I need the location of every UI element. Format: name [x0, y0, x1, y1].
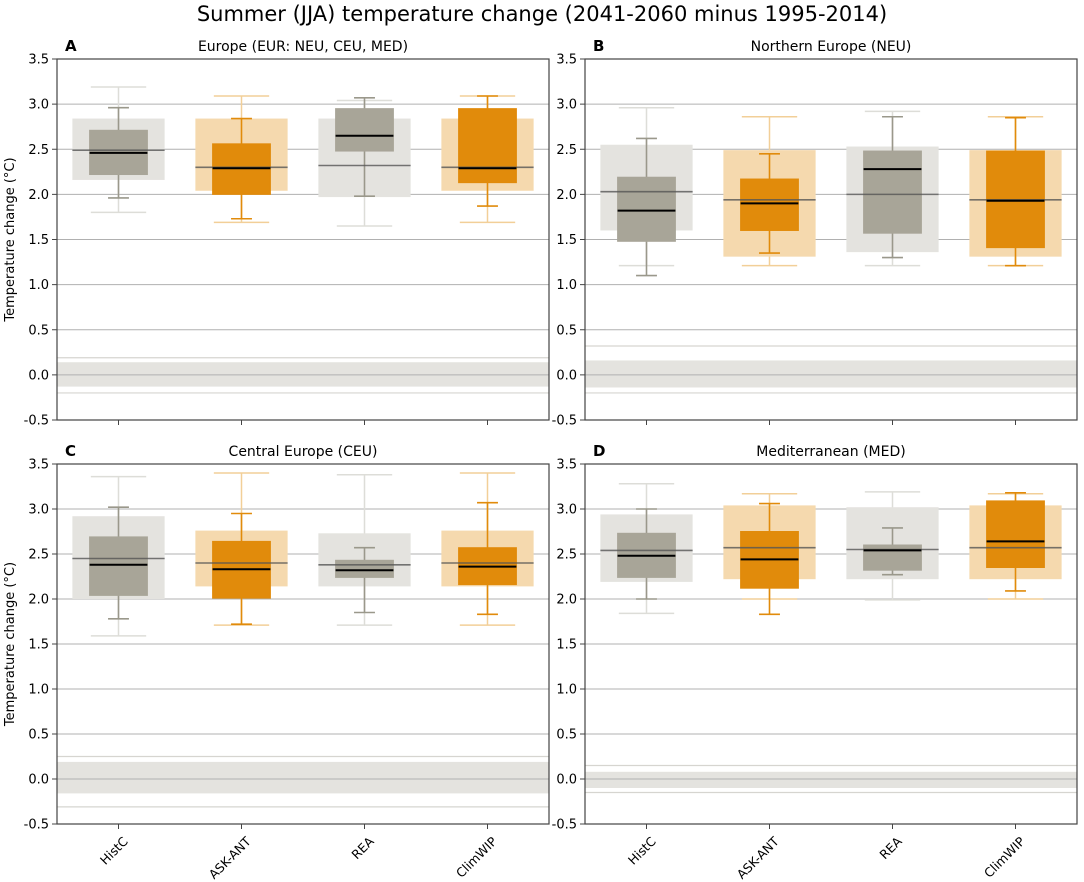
box-rea — [318, 97, 411, 197]
box-rea — [846, 527, 939, 576]
x-tick-label: HistC — [625, 834, 659, 868]
panel-letter: C — [65, 442, 76, 460]
y-tick-label: 2.5 — [556, 548, 577, 563]
zero-band — [585, 771, 1077, 788]
y-axis-label: Temperature change (°C) — [3, 562, 18, 727]
y-tick-label: 2.0 — [28, 188, 49, 203]
y-tick-label: 1.0 — [28, 278, 49, 293]
panel-title: Central Europe (CEU) — [229, 444, 378, 460]
y-tick-label: 2.5 — [28, 548, 49, 563]
box-rea — [846, 115, 939, 259]
y-tick-label: 1.5 — [556, 638, 577, 653]
panel-letter: D — [593, 442, 605, 460]
iqr-box — [458, 108, 517, 184]
y-tick-label: 3.5 — [28, 458, 49, 473]
y-tick-label: 0.0 — [556, 368, 577, 383]
y-tick-label: 3.5 — [556, 458, 577, 473]
y-tick-label: 0.5 — [556, 728, 577, 743]
zero-band — [57, 761, 549, 794]
y-tick-label: 2.0 — [556, 188, 577, 203]
iqr-box — [335, 108, 394, 152]
panel-title: Europe (EUR: NEU, CEU, MED) — [198, 39, 408, 55]
box-histc — [72, 506, 165, 620]
zero-band — [585, 360, 1077, 388]
x-tick-label: ClimWIP — [981, 833, 1028, 880]
x-tick-label: ASK-ANT — [206, 833, 254, 881]
y-tick-label: 3.0 — [556, 98, 577, 113]
y-tick-label: 1.0 — [556, 683, 577, 698]
box-climwip — [441, 95, 534, 207]
y-tick-label: 3.5 — [556, 53, 577, 68]
figure-title: Summer (JJA) temperature change (2041-20… — [196, 2, 888, 26]
y-axis-label: Temperature change (°C) — [3, 157, 18, 322]
panel-letter: B — [593, 37, 604, 55]
y-tick-label: 3.0 — [556, 503, 577, 518]
y-tick-label: 1.5 — [28, 638, 49, 653]
iqr-box — [986, 500, 1045, 568]
panel-b: -0.5 0.0 0.5 1.0 1.5 2.0 2.5 3.0 3.5 Northern Eur… — [552, 37, 1078, 429]
box-histc — [72, 106, 165, 199]
box-climwip — [969, 116, 1062, 267]
panel-letter: A — [65, 37, 77, 55]
iqr-box — [89, 536, 148, 596]
x-tick-label: HistC — [97, 834, 131, 868]
y-tick-label: -0.5 — [552, 414, 577, 429]
panel-a: -0.5 0.0 0.5 1.0 1.5 2.0 2.5 3.0 3.5 Europe (EUR:… — [3, 37, 550, 429]
iqr-box — [617, 176, 676, 242]
x-tick-label: ASK-ANT — [734, 833, 782, 881]
y-tick-label: -0.5 — [552, 818, 577, 833]
y-tick-label: 0.0 — [28, 773, 49, 788]
y-tick-label: 1.0 — [556, 278, 577, 293]
box-climwip — [969, 491, 1062, 592]
y-tick-label: 3.5 — [28, 53, 49, 68]
y-tick-label: 0.0 — [556, 773, 577, 788]
y-tick-label: 2.5 — [556, 143, 577, 158]
y-tick-label: 0.5 — [28, 728, 49, 743]
y-tick-label: 0.5 — [28, 323, 49, 338]
panel-title: Mediterranean (MED) — [756, 444, 905, 460]
x-tick-label: REA — [348, 833, 377, 862]
y-tick-label: -0.5 — [24, 414, 49, 429]
x-tick-label: REA — [876, 833, 905, 862]
iqr-box — [335, 559, 394, 578]
iqr-box — [740, 178, 799, 231]
box-ask-ant — [723, 502, 816, 616]
box-ask-ant — [195, 512, 288, 626]
y-tick-label: 3.0 — [28, 503, 49, 518]
y-tick-label: 2.0 — [28, 593, 49, 608]
y-tick-label: 1.5 — [556, 233, 577, 248]
y-tick-label: 2.5 — [28, 143, 49, 158]
x-tick-label: ClimWIP — [453, 833, 500, 880]
y-tick-label: 1.0 — [28, 683, 49, 698]
y-tick-label: -0.5 — [24, 818, 49, 833]
box-climwip — [441, 501, 534, 616]
box-histc — [600, 137, 693, 277]
box-ask-ant — [195, 117, 288, 220]
panel-d: -0.5 0.0 0.5 1.0 1.5 2.0 2.5 3.0 3.5 HistC ASK-ANT… — [552, 442, 1078, 882]
y-tick-label: 0.0 — [28, 368, 49, 383]
box-rea — [318, 546, 411, 614]
y-tick-label: 0.5 — [556, 323, 577, 338]
panel-c: -0.5 0.0 0.5 1.0 1.5 2.0 2.5 3.0 3.5 HistC ASK-ANT… — [3, 442, 550, 882]
box-ask-ant — [723, 152, 816, 254]
panel-title: Northern Europe (NEU) — [751, 39, 912, 55]
iqr-box — [863, 150, 922, 234]
y-tick-label: 2.0 — [556, 593, 577, 608]
y-tick-label: 3.0 — [28, 98, 49, 113]
y-tick-label: 1.5 — [28, 233, 49, 248]
box-histc — [600, 508, 693, 600]
